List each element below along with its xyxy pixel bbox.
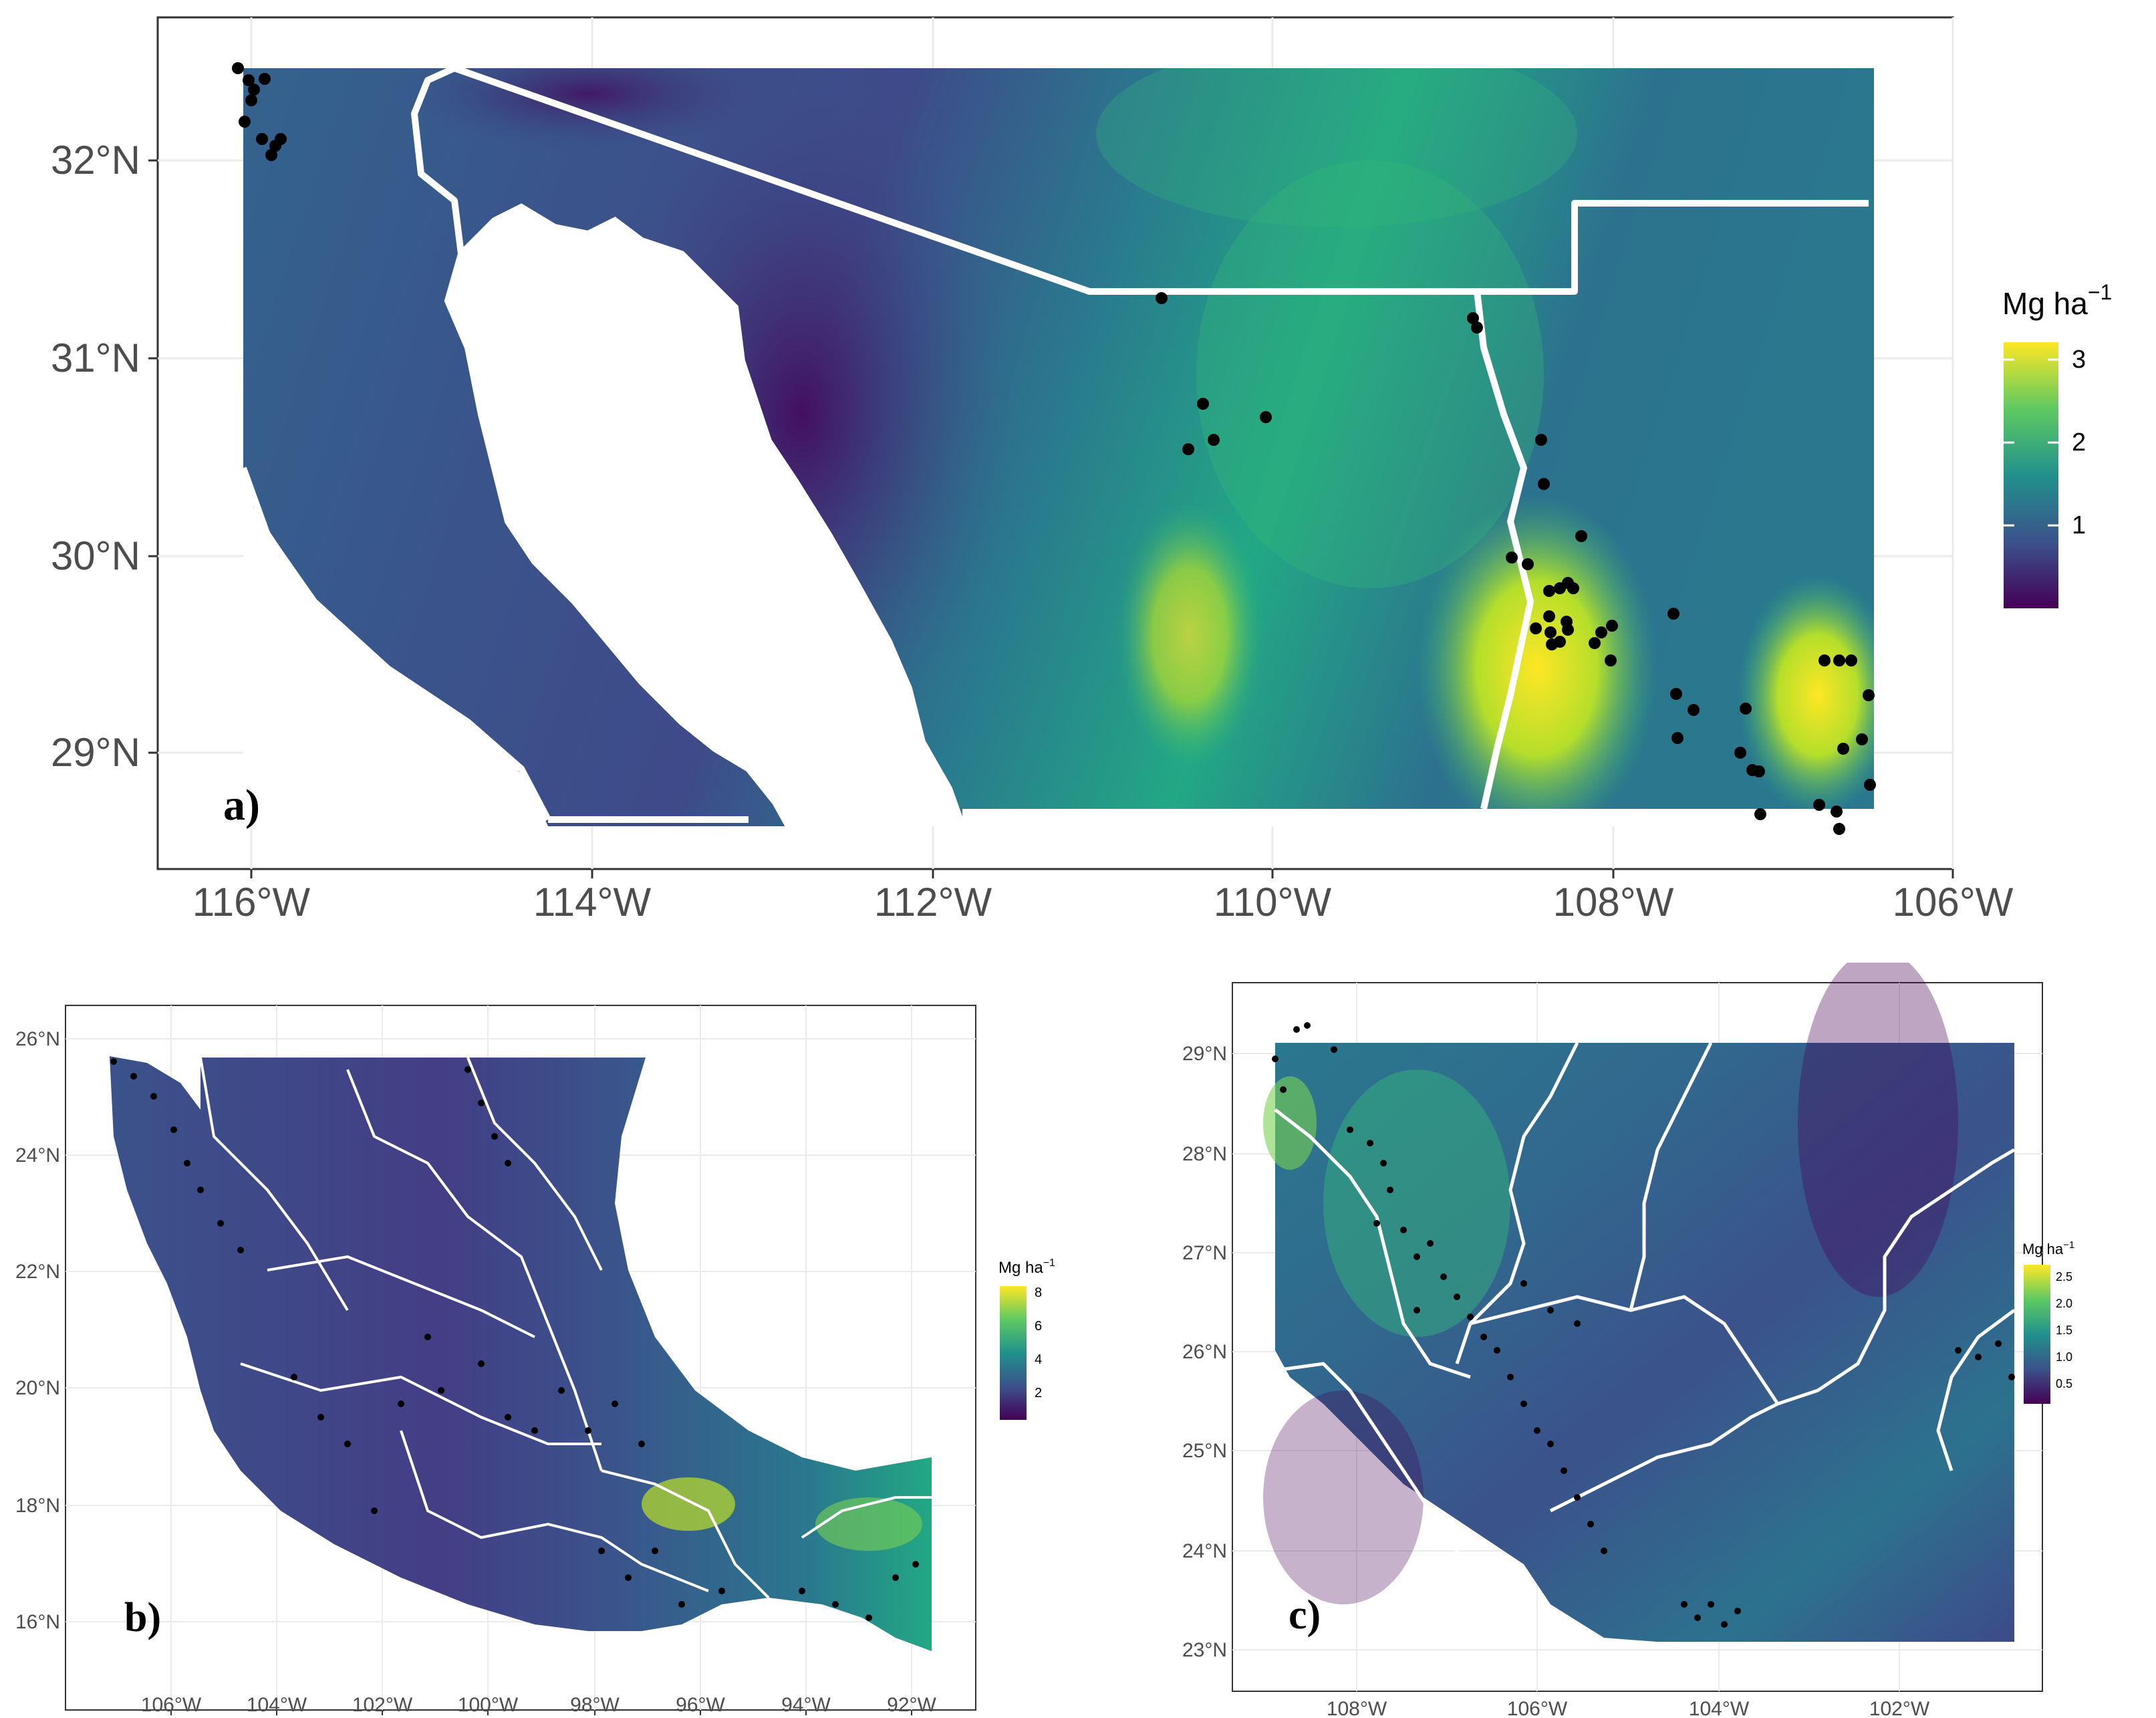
legend-tick-label: 1.5	[2056, 1324, 2072, 1337]
x-tick-label: 108°W	[1553, 880, 1674, 925]
biomass-hotspot	[1323, 1070, 1510, 1337]
y-tick-label: 30°N	[51, 533, 140, 578]
sampling-points-a	[232, 62, 1876, 835]
y-tick-label: 22°N	[15, 1261, 60, 1283]
legend-tick-label: 2	[2072, 428, 2086, 457]
legend-tick-label: 3	[2072, 346, 2086, 374]
y-tick-label: 26°N	[15, 1028, 60, 1050]
x-tick-label: 94°W	[781, 1694, 831, 1716]
biomass-raster-c	[1275, 1043, 2014, 1642]
y-tick-label: 24°N	[15, 1144, 60, 1167]
x-tick-labels-b: 106°W 104°W 102°W 100°W 98°W 96°W 94°W 9…	[141, 1694, 937, 1716]
map-b-canvas: 106°W 104°W 102°W 100°W 98°W 96°W 94°W 9…	[15, 1005, 1055, 1716]
y-tick-label: 25°N	[1182, 1440, 1227, 1462]
y-tick-label: 24°N	[1182, 1540, 1227, 1562]
y-tick-label: 20°N	[15, 1377, 60, 1399]
legend-c: Mg ha−1 2.5 2.0 1.5 1.0 0.5	[2022, 1239, 2074, 1404]
y-tick-label: 29°N	[1182, 1043, 1227, 1065]
borders-a	[240, 65, 1869, 823]
x-tick-label: 112°W	[874, 880, 992, 925]
y-tick-label: 31°N	[51, 336, 140, 380]
panel-label-b: b)	[124, 1595, 161, 1640]
legend-tick-label: 2	[1035, 1386, 1042, 1400]
x-tick-label: 104°W	[1689, 1698, 1750, 1718]
map-a-canvas: 116°W 114°W 112°W 110°W 108°W 106°W 32°N…	[51, 16, 2112, 925]
x-tick-labels-c: 108°W 106°W 104°W 102°W	[1327, 1698, 1930, 1718]
map-c-canvas: 108°W 106°W 104°W 102°W 29°N 28°N 27°N 2…	[1182, 963, 2074, 1718]
sampling-points-b	[110, 1058, 919, 1621]
legend-tick-label: 0.5	[2056, 1377, 2072, 1390]
legend-title-a: Mg ha−1	[2002, 280, 2112, 321]
y-tick-label: 27°N	[1182, 1242, 1227, 1264]
x-tick-label: 114°W	[533, 880, 652, 925]
y-tick-label: 28°N	[1182, 1143, 1227, 1165]
x-tick-label: 96°W	[676, 1694, 725, 1716]
x-tick-label: 98°W	[570, 1694, 620, 1716]
legend-a: Mg ha−1 3 2 1	[2002, 280, 2112, 608]
biomass-low-region	[1798, 963, 1958, 1297]
x-tick-label: 106°W	[1507, 1698, 1568, 1718]
axis-ticks-a	[148, 159, 1954, 878]
biomass-raster-a	[243, 68, 1874, 826]
axis-ticks-b	[170, 1710, 912, 1715]
x-tick-labels-a: 116°W 114°W 112°W 110°W 108°W 106°W	[192, 880, 2014, 925]
y-tick-label: 29°N	[51, 730, 140, 775]
borders-c	[1274, 1041, 2016, 1632]
x-tick-label: 102°W	[1869, 1698, 1930, 1718]
x-tick-label: 100°W	[458, 1694, 519, 1716]
legend-tick-label: 4	[1035, 1352, 1042, 1367]
x-tick-label: 116°W	[192, 880, 311, 925]
x-tick-label: 102°W	[352, 1694, 413, 1716]
legend-title-b: Mg ha−1	[998, 1257, 1055, 1277]
x-tick-label: 106°W	[141, 1694, 202, 1716]
panel-label-c: c)	[1289, 1592, 1321, 1638]
legend-tick-label: 1.0	[2056, 1350, 2072, 1364]
x-tick-label: 104°W	[247, 1694, 307, 1716]
x-tick-label: 92°W	[887, 1694, 936, 1716]
map-panel-c: 108°W 106°W 104°W 102°W 29°N 28°N 27°N 2…	[1176, 963, 2156, 1718]
y-tick-label: 18°N	[15, 1495, 60, 1517]
biomass-low-region	[1263, 1390, 1424, 1604]
y-tick-label: 23°N	[1182, 1639, 1227, 1661]
y-tick-label: 16°N	[15, 1611, 60, 1633]
map-panel-b: 106°W 104°W 102°W 100°W 98°W 96°W 94°W 9…	[0, 963, 1056, 1718]
x-tick-label: 106°W	[1893, 880, 2014, 925]
legend-tick-label: 1	[2072, 511, 2086, 539]
legend-title-c: Mg ha−1	[2022, 1239, 2074, 1257]
y-tick-labels-b: 26°N 24°N 22°N 20°N 18°N 16°N	[15, 1028, 60, 1633]
y-tick-label: 26°N	[1182, 1341, 1227, 1363]
legend-tick-label: 2.5	[2056, 1270, 2072, 1283]
borders-b	[199, 1057, 932, 1599]
legend-tick-label: 6	[1035, 1319, 1042, 1334]
map-panel-a: 116°W 114°W 112°W 110°W 108°W 106°W 32°N…	[51, 16, 2112, 925]
x-tick-label: 110°W	[1214, 880, 1332, 925]
y-tick-labels-a: 32°N 31°N 30°N 29°N	[51, 138, 140, 775]
y-tick-labels-c: 29°N 28°N 27°N 26°N 25°N 24°N 23°N	[1182, 1043, 1227, 1661]
x-tick-label: 108°W	[1327, 1698, 1387, 1718]
legend-tick-label: 8	[1035, 1285, 1042, 1300]
legend-colorbar-b	[1000, 1286, 1027, 1420]
legend-colorbar-c	[2024, 1265, 2050, 1404]
panel-label-a: a)	[223, 781, 260, 830]
legend-colorbar-a	[2004, 342, 2058, 608]
legend-tick-label: 2.0	[2056, 1297, 2072, 1310]
y-tick-label: 32°N	[51, 138, 140, 182]
legend-b: Mg ha−1 8 6 4 2	[998, 1257, 1055, 1420]
sampling-points-c	[1272, 1022, 2015, 1628]
